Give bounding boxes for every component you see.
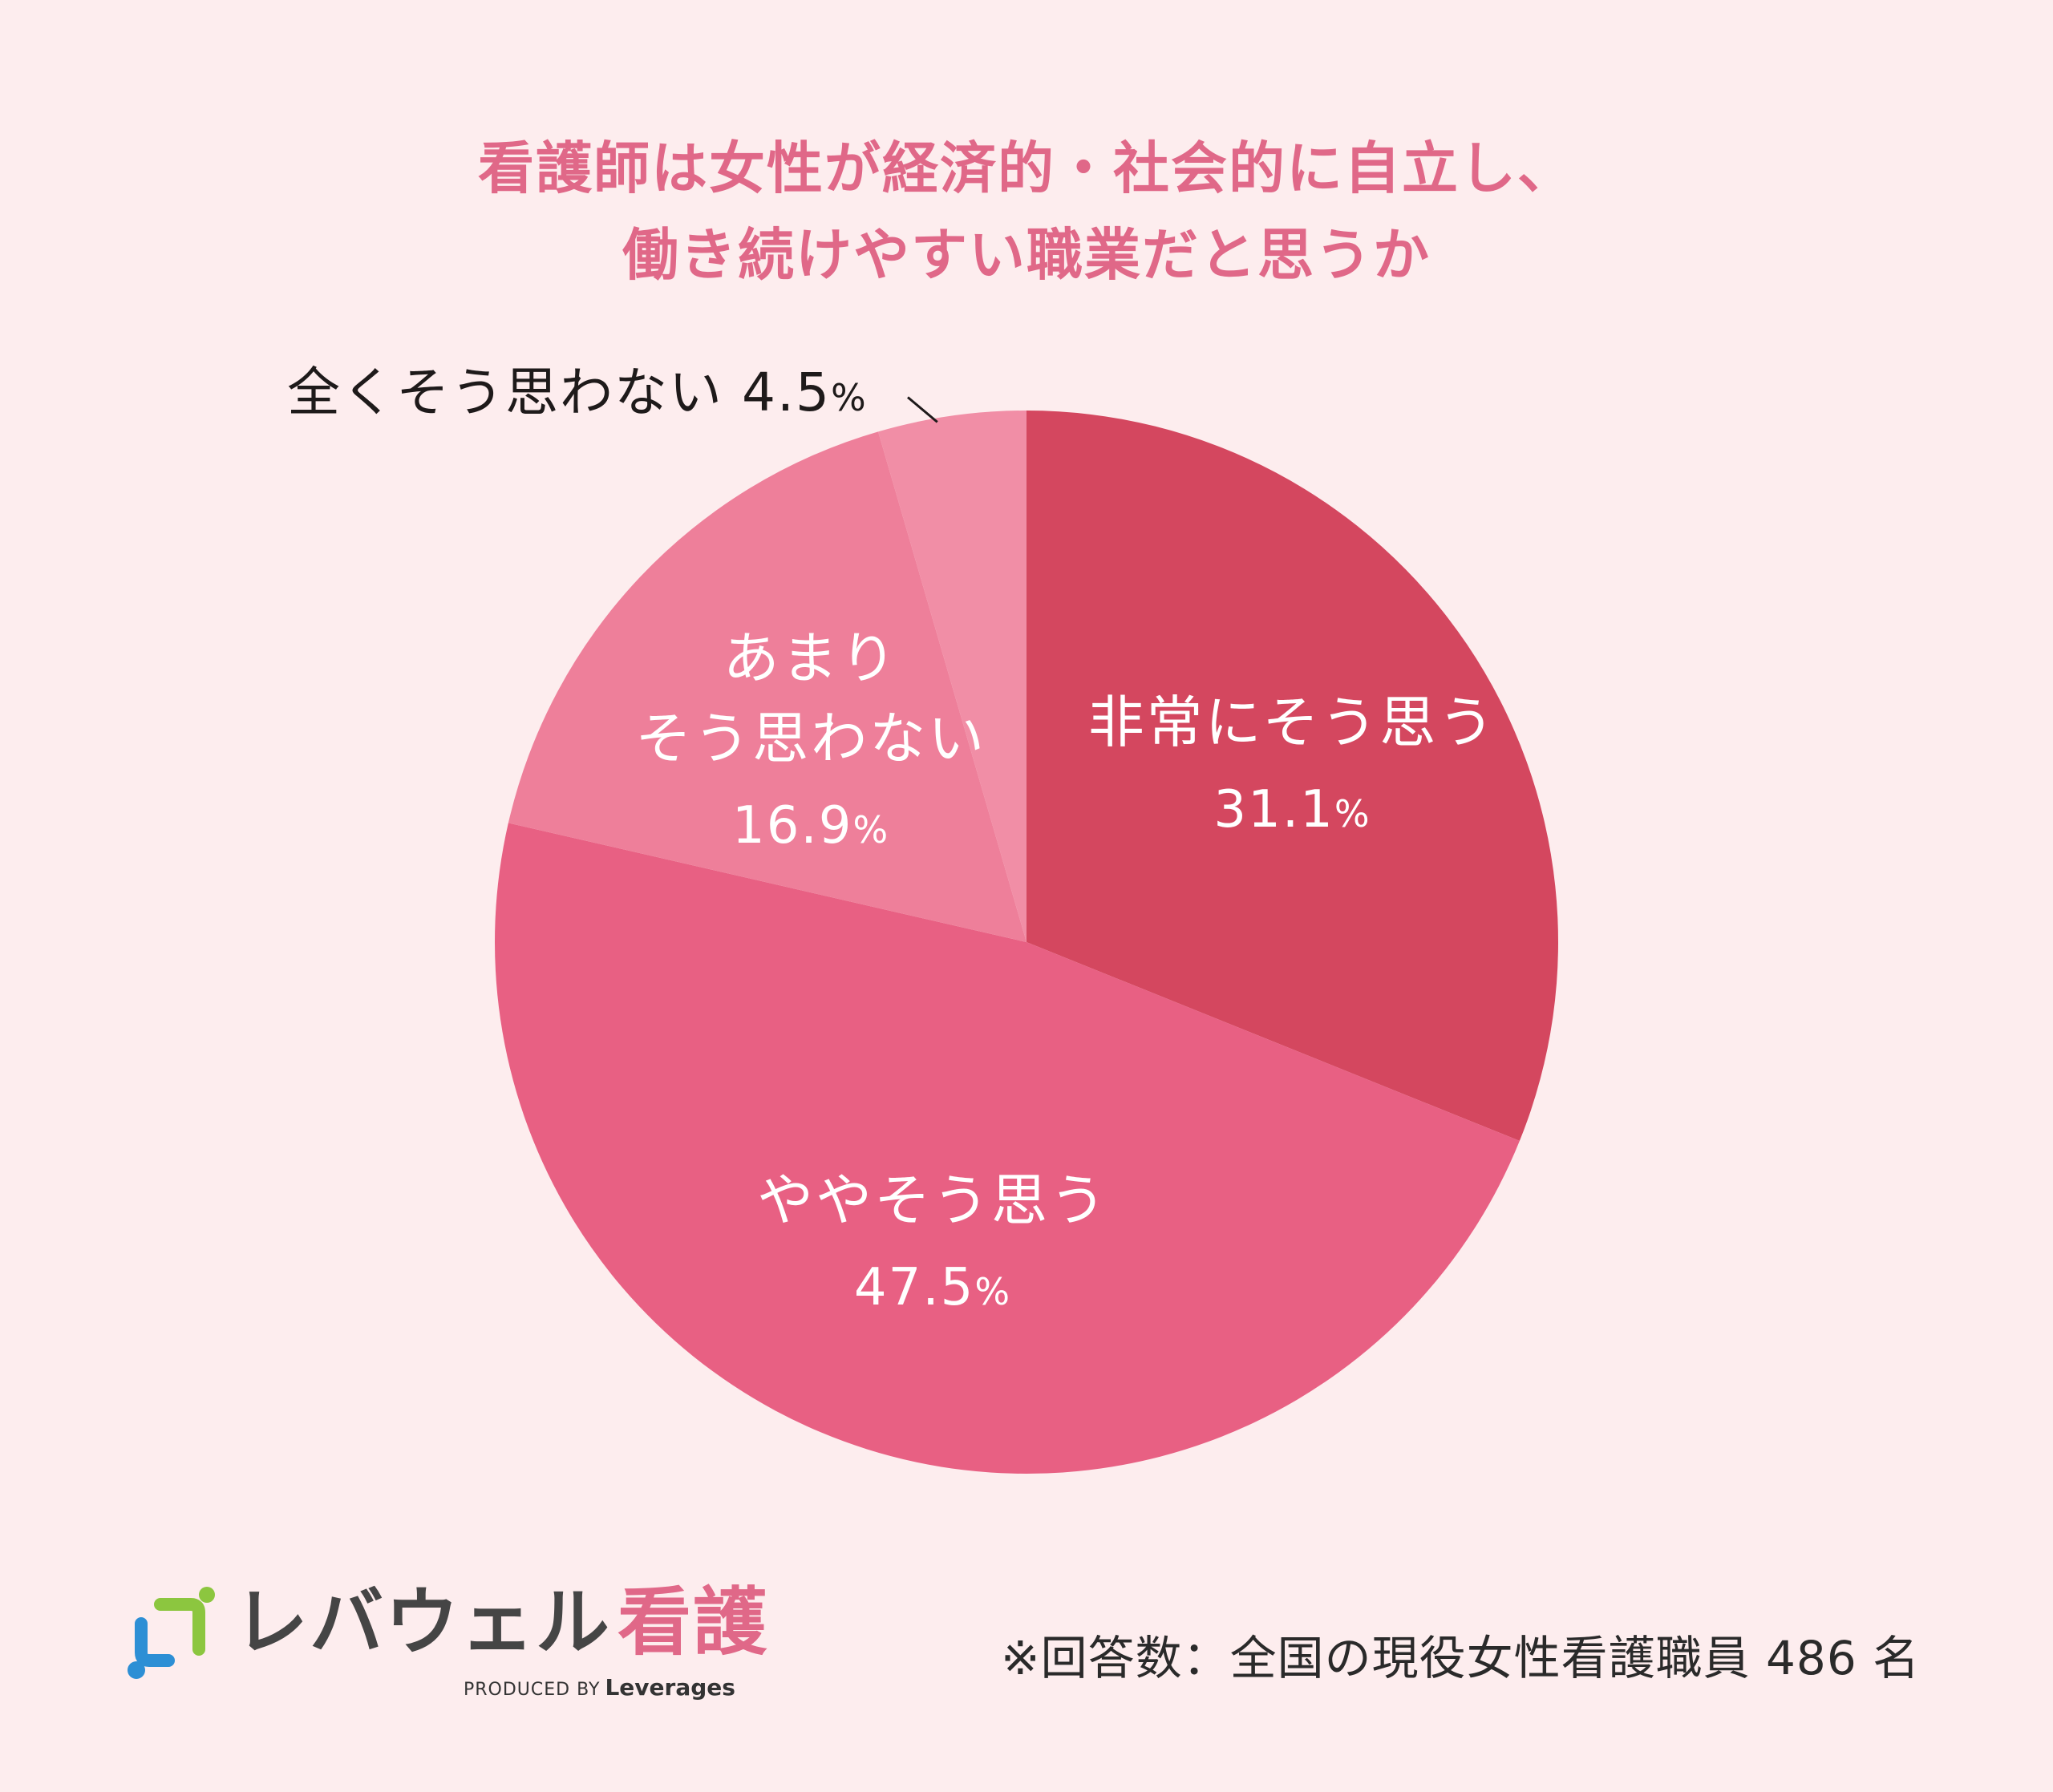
- slice-label-strongly-disagree: 全くそう思わない 4.5%: [287, 357, 868, 434]
- slice-percent-label: 31.1%: [1213, 780, 1371, 839]
- chart-title-line-2: 働き続けやすい職業だと思うか: [622, 222, 1431, 288]
- logo-brand-text: レバウェル: [234, 1580, 612, 1665]
- slice-category-label: ややそう思う: [757, 1167, 1108, 1233]
- logo-kango-text: 看護: [618, 1580, 769, 1665]
- produced-by-text: PRODUCED BY: [464, 1680, 601, 1700]
- brand-logo: レバウェル看護 PRODUCED BY Leverages: [120, 1576, 767, 1704]
- pie-slice-not-at-all: [878, 411, 1026, 942]
- pie-slice-not-very: [508, 431, 1026, 942]
- slice-percent-label: 47.5%: [854, 1258, 1011, 1317]
- outside-label-text: 全くそう思わない 4.5: [287, 362, 831, 423]
- slice-category-label: 非常にそう思う: [1088, 690, 1497, 755]
- slice-category-label: あまり: [723, 625, 899, 691]
- pie-slice-somewhat: [495, 823, 1520, 1474]
- pie-slice-very: [1026, 411, 1559, 1141]
- chart-title-line-1: 看護師は女性が経済的・社会的に自立し、: [478, 136, 1575, 201]
- sample-size-note: ※回答数：全国の現役女性看護職員 486 名: [1001, 1631, 1921, 1685]
- logo-mark-icon: [128, 1587, 215, 1679]
- outside-label-unit: %: [830, 376, 868, 419]
- logo-produced-by: PRODUCED BY Leverages: [464, 1673, 735, 1705]
- slice-category-label: そう思わない: [635, 706, 986, 771]
- slice-percent-label: 16.9%: [732, 796, 889, 856]
- logo-wordmark: レバウェル看護: [234, 1579, 768, 1667]
- company-name: Leverages: [605, 1674, 735, 1701]
